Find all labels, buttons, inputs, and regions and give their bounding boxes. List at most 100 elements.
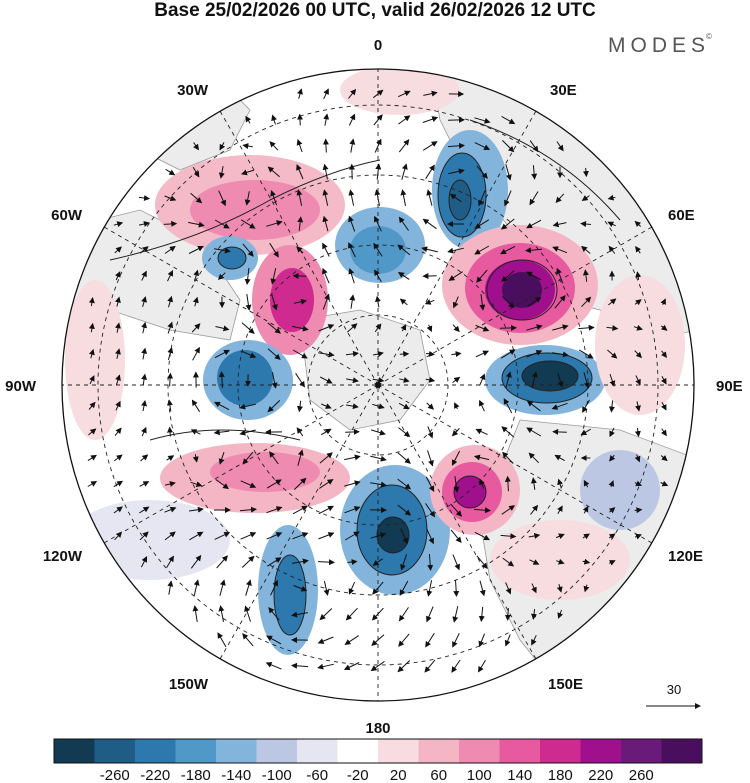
wind-vector-arrow (319, 376, 333, 384)
wind-vector-arrow (217, 632, 227, 648)
wind-vector-arrow (399, 298, 408, 306)
wind-vector-arrow (529, 559, 540, 565)
wind-vector-arrow (426, 324, 433, 333)
wind-vector-arrow (293, 585, 308, 592)
wind-vector-arrow (218, 605, 225, 622)
wind-vector-arrow (296, 427, 304, 437)
wind-vector-arrow (317, 636, 334, 644)
wind-vector-arrow (556, 558, 565, 565)
colorbar-swatch (499, 739, 541, 763)
wind-vector-arrow (141, 296, 147, 308)
wind-vector-arrow (500, 349, 516, 359)
wind-vector-arrow (267, 400, 281, 413)
wind-vector-arrow (189, 531, 204, 541)
wind-vector-arrow (633, 324, 643, 331)
wind-vector-arrow (397, 90, 411, 98)
wind-vector-arrow (374, 138, 382, 153)
wind-vector-arrow (266, 506, 283, 514)
wind-vector-arrow (501, 505, 516, 515)
wind-vector-arrow (504, 608, 511, 621)
wind-vector-arrow (452, 376, 461, 383)
wind-vector-arrow (500, 218, 515, 230)
colorbar-swatch (135, 739, 176, 763)
wind-vector-arrow (296, 189, 303, 206)
wind-vector-arrow (320, 428, 332, 436)
colorbar-tick-label: -220 (140, 767, 170, 783)
wind-vector-arrow (242, 451, 254, 465)
wind-vector-arrow (554, 295, 566, 309)
wind-vector-arrow (344, 531, 360, 541)
wind-vector-arrow (167, 372, 174, 387)
lon-label-0: 0 (374, 37, 382, 54)
wind-vector-arrow (582, 167, 589, 178)
wind-vector-arrow (505, 371, 512, 388)
wind-vector-arrow (474, 142, 491, 150)
wind-vector-arrow (323, 580, 330, 596)
wind-vector-arrow (501, 426, 515, 438)
wind-vector-arrow (660, 480, 669, 487)
wind-vector-arrow (399, 580, 409, 596)
wind-vector-arrow (166, 455, 175, 462)
wind-vector-arrow (370, 429, 386, 436)
wind-vector-arrow (452, 632, 460, 648)
wind-vector-arrow (191, 399, 201, 412)
wind-vector-arrow (425, 350, 435, 357)
wind-vector-arrow (345, 607, 358, 621)
wind-vector-arrow (426, 606, 434, 623)
wind-vector-arrow (240, 480, 257, 488)
wind-vector-arrow (401, 163, 408, 180)
wind-vector-arrow (500, 245, 516, 255)
wind-vector-arrow (556, 584, 563, 593)
wind-vector-arrow (476, 555, 488, 569)
wind-vector-arrow (348, 215, 356, 232)
wind-vector-arrow (167, 295, 173, 308)
wind-vector-arrow (318, 324, 335, 332)
colorbar: -260 -220 -180 -140 -100 -60 -20 20 60 100 140 180 2… (53, 738, 703, 783)
wind-vector-arrow (141, 400, 147, 412)
wind-vector-arrow (239, 403, 256, 410)
wind-vector-arrow (347, 559, 358, 566)
wind-vector-arrow (634, 299, 642, 306)
wind-vector-arrow (322, 189, 329, 206)
wind-vector-arrow (478, 399, 485, 412)
wind-vector-arrow (348, 113, 356, 126)
wind-vector-arrow (397, 244, 411, 256)
lon-label-120w: 120W (43, 548, 83, 565)
wind-vector-arrow (373, 114, 383, 126)
wind-vector-arrow (582, 533, 590, 540)
wind-vector-arrow (478, 190, 486, 207)
wind-vector-arrow (423, 90, 438, 97)
wind-vector-arrow (291, 611, 308, 618)
colorbar-tick-label: 140 (507, 767, 532, 783)
wind-vector-arrow (239, 429, 256, 436)
wind-vector-arrow (397, 452, 411, 464)
wind-vector-arrow (397, 478, 412, 490)
wind-vector-arrow (188, 221, 205, 228)
wind-vector-arrow (271, 294, 278, 311)
map-title: Base 25/02/2026 00 UTC, valid 26/02/2026… (154, 0, 596, 21)
wind-vector-arrow (343, 662, 360, 671)
wind-vector-arrow (296, 246, 304, 254)
wind-vector-arrow (88, 428, 97, 436)
wind-vector-arrow (114, 531, 123, 541)
wind-vector-arrow (319, 608, 333, 621)
wind-vector-arrow (530, 477, 537, 490)
wind-vector-arrow (400, 528, 408, 545)
wind-vector-arrow (425, 503, 436, 518)
wind-vector-arrow (450, 503, 462, 517)
wind-vector-arrow (503, 398, 513, 414)
wind-vector-arrow (474, 117, 491, 124)
wind-vector-arrow (267, 166, 280, 178)
wind-vector-arrow (554, 454, 565, 462)
wind-vector-arrow (296, 164, 304, 180)
wind-vector-arrow (504, 634, 511, 647)
wind-vector-arrow (502, 557, 515, 567)
lon-label-60w: 60W (51, 207, 83, 224)
colorbar-swatch (621, 739, 662, 763)
wind-vector-arrow (426, 528, 434, 545)
wind-vector-arrow (555, 533, 565, 540)
wind-vector-arrow (346, 377, 359, 384)
wind-vector-arrow (531, 609, 537, 620)
wind-vector-arrow (447, 142, 465, 149)
